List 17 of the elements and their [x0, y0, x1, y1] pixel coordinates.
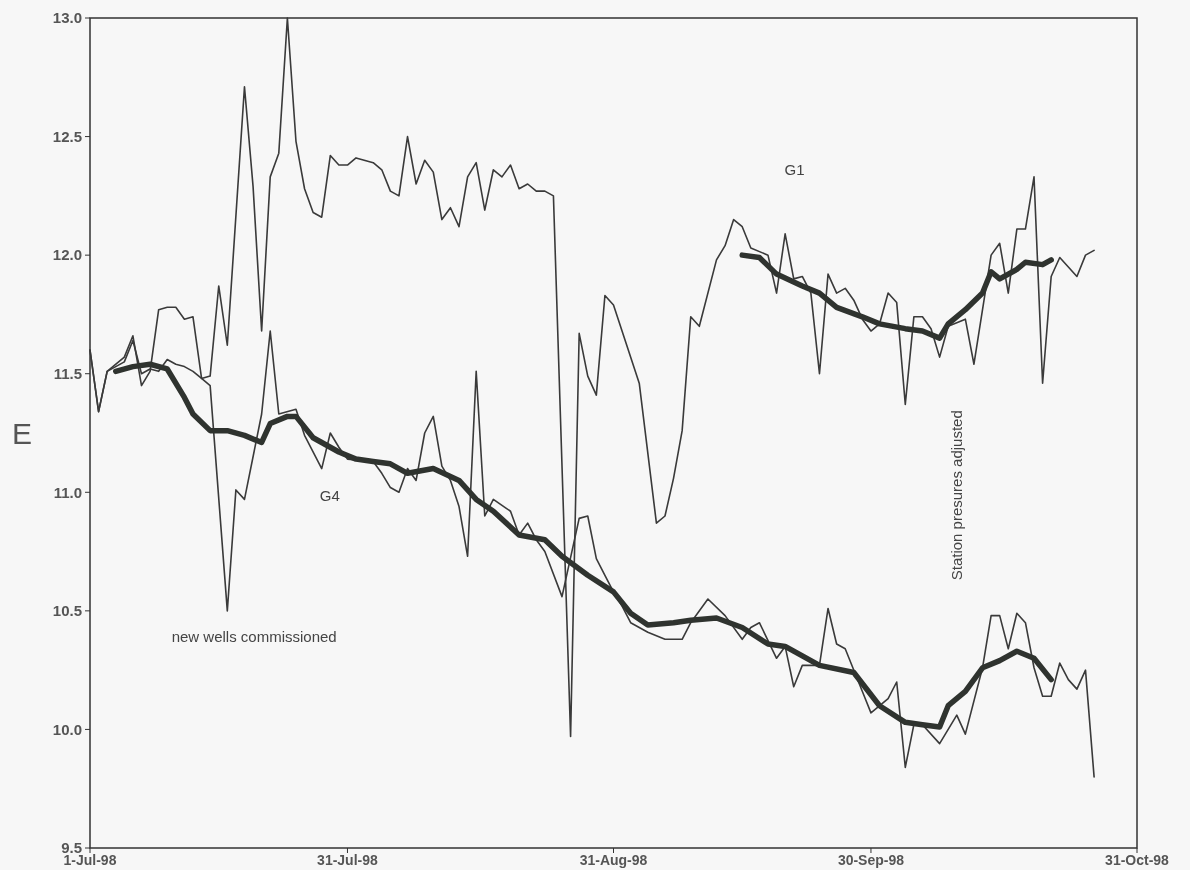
y-tick-label: 10.5	[52, 602, 82, 620]
y-tick-label: 13.0	[52, 9, 82, 27]
annotation: Station presures adjusted	[948, 410, 966, 581]
annotation: new wells commissioned	[171, 628, 337, 646]
y-axis-title: E	[11, 416, 33, 450]
x-tick-label: 31-Aug-98	[579, 852, 648, 868]
annotation: G4	[319, 486, 340, 504]
y-tick-label: 10.0	[52, 720, 82, 738]
y-tick-label: 12.0	[52, 246, 82, 264]
x-tick-label: 31-Oct-98	[1105, 852, 1170, 868]
x-tick-label: 31-Jul-98	[317, 852, 379, 868]
x-tick-label: 1-Jul-98	[63, 852, 117, 868]
x-tick-label: 30-Sep-98	[837, 852, 905, 868]
y-tick-label: 12.5	[52, 127, 82, 145]
y-tick-label: 11.5	[53, 364, 82, 382]
annotation: G1	[784, 161, 805, 179]
y-tick-label: 11.0	[53, 483, 82, 501]
